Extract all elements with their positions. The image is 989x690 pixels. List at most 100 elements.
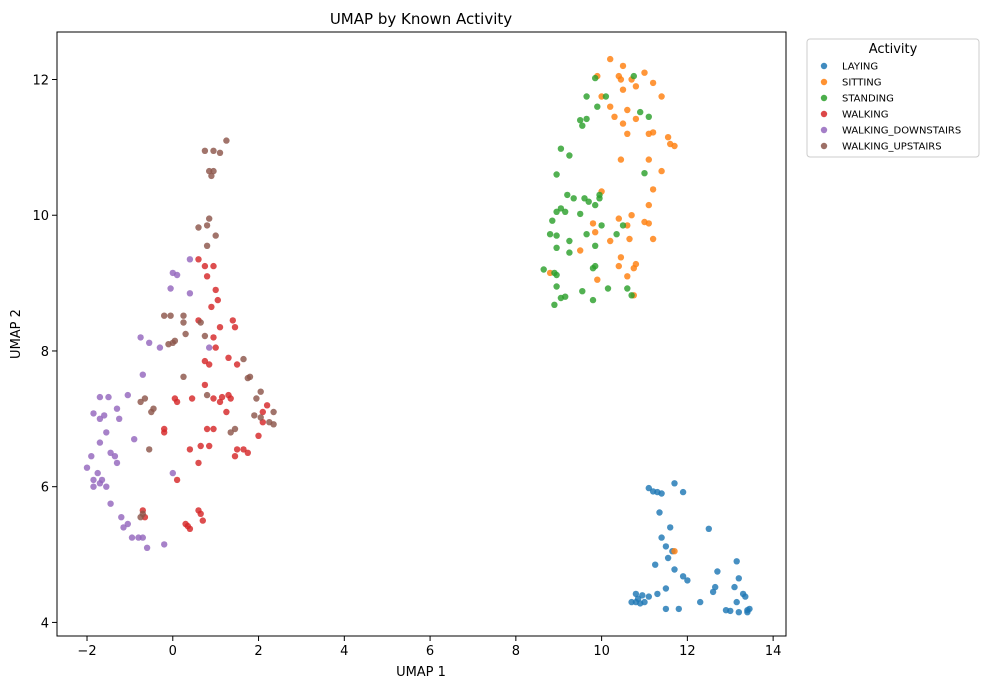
scatter-point [161,429,168,436]
scatter-point [592,229,599,236]
scatter-point [553,244,560,251]
scatter-point [742,593,749,600]
scatter-point [182,330,189,338]
scatter-point [566,249,573,256]
scatter-point [118,514,125,521]
scatter-point [645,593,652,600]
legend-label: WALKING_UPSTAIRS [842,142,942,153]
scatter-point [596,191,603,199]
scatter-point [90,410,97,417]
scatter-point [604,285,612,292]
scatter-point [714,568,721,575]
scatter-point [589,296,597,304]
scatter-point [744,607,751,614]
scatter-point [103,483,110,490]
scatter-point [156,344,164,351]
scatter-point [658,93,665,100]
scatter-point [206,344,213,351]
scatter-point [583,115,590,123]
scatter-point [206,361,213,368]
series-laying [628,480,753,616]
series-walking [139,256,271,532]
scatter-point [662,543,670,550]
scatter-point [632,83,640,90]
scatter-point [171,337,179,344]
scatter-point [173,476,181,484]
legend-marker [820,78,828,86]
scatter-point [607,103,614,110]
scatter-point [244,449,251,456]
scatter-point [589,220,597,227]
scatter-point [233,361,241,368]
scatter-point [639,592,646,599]
scatter-point [662,605,670,613]
scatter-point [180,319,187,326]
scatter-point [195,224,202,231]
scatter-point [206,442,213,450]
scatter-point [664,554,672,562]
scatter-point [637,108,644,116]
scatter-point [218,393,226,401]
scatter-point [173,271,181,279]
y-axis-label: UMAP 2 [9,309,24,359]
scatter-point [592,242,599,249]
scatter-point [231,425,239,433]
scatter-point [733,598,740,606]
x-tick-label: 10 [593,644,610,659]
scatter-point [624,273,631,280]
scatter-point [619,222,627,229]
scatter-point [229,317,236,324]
scatter-point [83,464,91,471]
scatter-point [167,312,174,319]
series-sitting [546,55,678,555]
scatter-point [201,381,209,389]
scatter-point [585,198,592,205]
scatter-point [617,76,625,83]
scatter-point [679,573,687,580]
scatter-point [733,558,740,565]
scatter-point [611,113,618,121]
scatter-point [709,588,717,596]
scatter-point [180,312,187,319]
scatter-point [227,395,234,402]
scatter-point [697,598,704,606]
scatter-point [113,459,121,467]
scatter-point [553,232,560,239]
scatter-point [240,446,247,453]
scatter-point [731,583,738,591]
scatter-point [579,288,586,295]
scatter-point [246,373,254,380]
scatter-point [735,609,742,616]
scatter-point [161,312,168,319]
scatter-point [210,147,217,154]
scatter-point [594,276,601,283]
x-tick-label: 2 [254,644,262,659]
scatter-point [645,156,652,163]
scatter-point [649,129,657,136]
scatter-point [649,79,657,87]
scatter-point [107,449,114,456]
scatter-point [139,371,146,378]
scatter-point [98,476,106,484]
scatter-point [557,205,565,212]
scatter-point [201,357,209,365]
scatter-point [649,186,657,193]
scatter-point [649,235,657,243]
scatter-point [201,332,209,340]
series-walking-upstairs [137,137,277,521]
scatter-point [96,439,104,446]
x-axis-ticks: −2 0 2 4 6 8 10 12 14 [77,636,781,659]
y-tick-label: 10 [32,209,49,224]
scatter-point [240,355,247,363]
scatter-point [116,415,123,422]
scatter-point [203,242,211,249]
scatter-point [210,167,217,175]
scatter-point [652,561,659,568]
scatter-point [712,583,719,591]
legend: Activity LAYING SITTING STANDING WALKING WAL… [806,38,980,158]
x-tick-label: −2 [77,644,96,659]
scatter-point [598,222,605,229]
scatter-point [566,237,573,245]
scatter-point [227,429,234,436]
x-tick-label: 4 [340,644,348,659]
